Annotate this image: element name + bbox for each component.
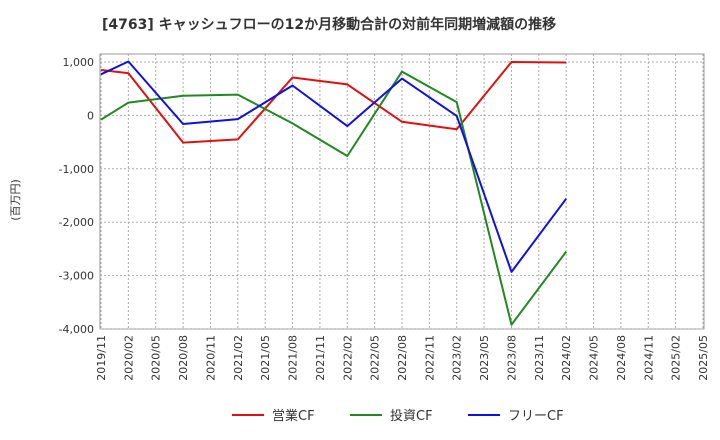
x-tick-label: 2024/11: [642, 335, 655, 381]
series-line-0: [100, 61, 567, 144]
x-tick-label: 2020/02: [122, 335, 135, 381]
x-tick-label: 2025/02: [670, 335, 683, 381]
x-tick-label: 2020/11: [204, 335, 217, 381]
x-tick-label: 2021/02: [232, 335, 245, 381]
legend-label: 営業CF: [272, 408, 315, 424]
y-axis-ticks: 1,000 0 -1,000 -2,000 -3,000 -4,000: [59, 56, 94, 336]
x-tick-label: 2024/08: [615, 335, 628, 381]
x-tick-label: 2019/11: [95, 335, 108, 381]
x-tick-label: 2023/11: [533, 335, 546, 381]
y-axis-label: (百万円): [9, 179, 22, 221]
y-tick-label: -3,000: [59, 270, 94, 283]
legend: 営業CF 投資CF フリーCF: [232, 408, 564, 424]
legend-label: フリーCF: [508, 409, 564, 424]
x-tick-label: 2022/02: [341, 335, 354, 381]
x-tick-label: 2020/08: [177, 335, 190, 381]
y-tick-label: -4,000: [59, 323, 94, 336]
x-tick-label: 2023/08: [505, 335, 518, 381]
x-tick-label: 2022/05: [369, 335, 382, 381]
y-tick-label: 0: [87, 109, 94, 122]
x-tick-label: 2021/05: [259, 335, 272, 381]
x-axis-ticks: 2019/11 2020/02 2020/05 2020/08 2020/11 2021/…: [95, 335, 710, 381]
x-tick-label: 2021/11: [314, 335, 327, 381]
chart-title: [4763] キャッシュフローの12か月移動合計の対前年同期増減額の推移: [102, 17, 557, 33]
legend-label: 投資CF: [390, 408, 433, 424]
x-tick-label: 2024/02: [560, 335, 573, 381]
x-tick-label: 2021/08: [287, 335, 300, 381]
x-tick-label: 2025/05: [697, 335, 710, 381]
series-line-1: [100, 70, 568, 326]
x-tick-label: 2023/05: [478, 335, 491, 381]
series-layer: [100, 60, 568, 326]
x-tick-label: 2023/02: [451, 335, 464, 381]
x-tick-label: 2024/05: [588, 335, 601, 381]
y-tick-label: -2,000: [59, 216, 94, 229]
x-tick-label: 2022/11: [423, 335, 436, 381]
y-tick-label: -1,000: [59, 163, 94, 176]
x-tick-label: 2020/05: [150, 335, 163, 381]
series-line-2: [100, 60, 568, 273]
y-tick-label: 1,000: [63, 56, 95, 69]
x-tick-label: 2022/08: [396, 335, 409, 381]
